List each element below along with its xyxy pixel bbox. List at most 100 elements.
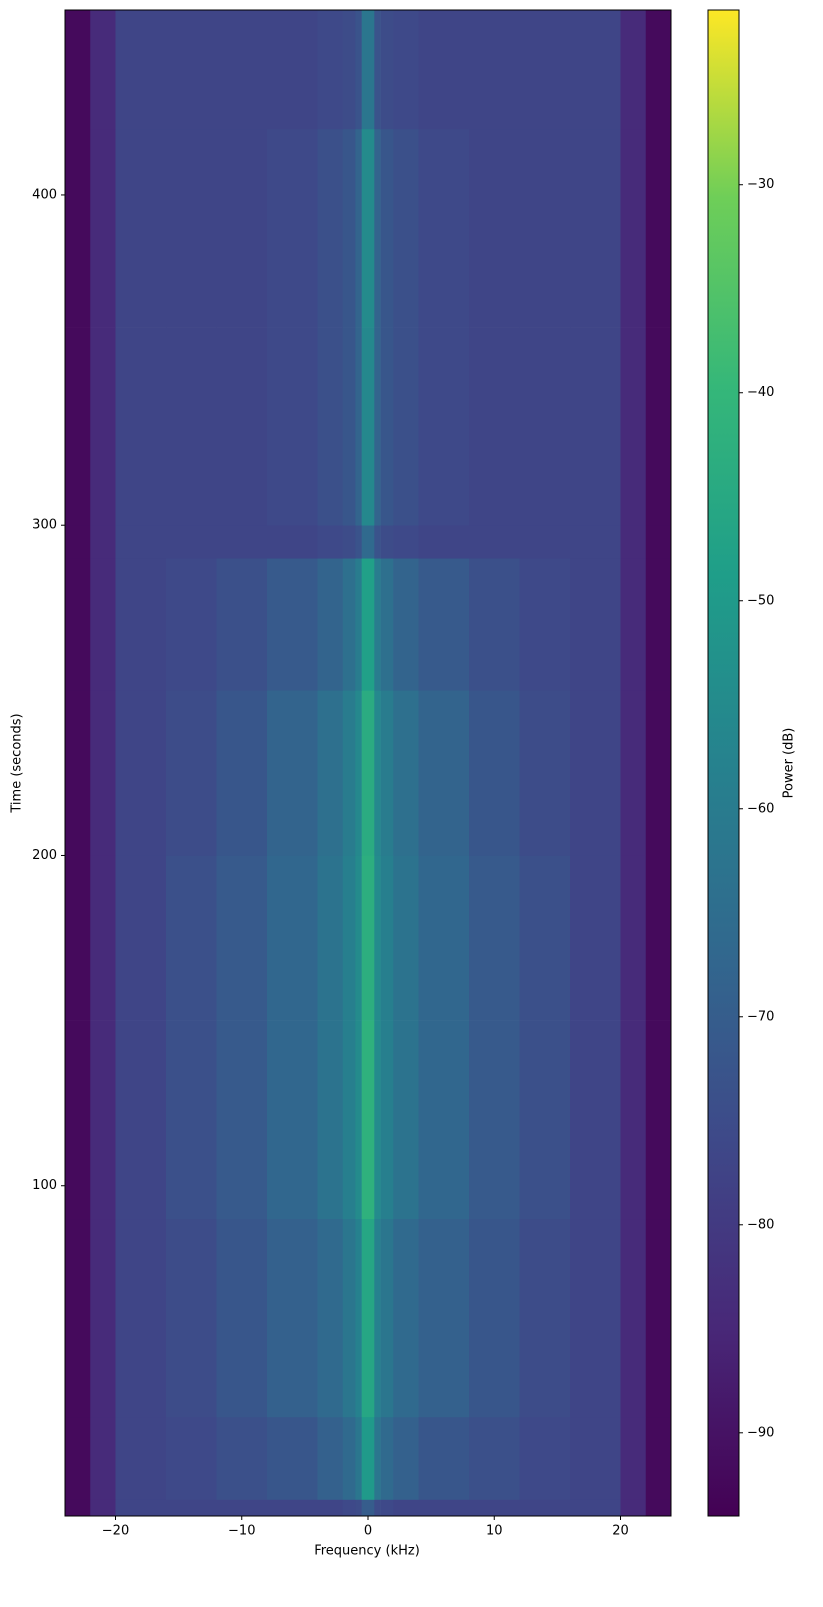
- heatmap-cell: [374, 1020, 381, 1220]
- heatmap-cell: [418, 558, 470, 691]
- heatmap-cell: [393, 128, 419, 328]
- heatmap-cell: [380, 1416, 394, 1500]
- heatmap-cell: [115, 1416, 167, 1500]
- heatmap-cell: [393, 558, 419, 691]
- heatmap-cell: [519, 690, 571, 856]
- heatmap-cell: [620, 1499, 647, 1517]
- heatmap-cell: [620, 1416, 647, 1500]
- heatmap-cell: [380, 1218, 394, 1418]
- heatmap-cell: [317, 10, 344, 130]
- heatmap-cell: [317, 558, 344, 691]
- colorbar-tick-label: −90: [747, 1425, 774, 1440]
- heatmap-cell: [90, 128, 116, 328]
- heatmap-cell: [355, 1499, 362, 1517]
- heatmap-cell: [317, 525, 344, 559]
- heatmap-cell: [90, 1218, 116, 1418]
- heatmap-cell: [393, 1416, 419, 1500]
- heatmap-cell: [620, 855, 647, 1021]
- heatmap-cell: [65, 1218, 91, 1418]
- heatmap-cell: [115, 128, 167, 328]
- heatmap-cell: [317, 1499, 344, 1517]
- heatmap-cell: [361, 1416, 375, 1500]
- heatmap-cell: [65, 128, 91, 328]
- colorbar-tick-label: −40: [747, 385, 774, 400]
- heatmap-cell: [267, 1218, 318, 1418]
- heatmap-cell: [380, 690, 394, 856]
- heatmap-cell: [393, 10, 419, 130]
- heatmap-cell: [216, 855, 268, 1021]
- heatmap-cell: [317, 1218, 344, 1418]
- heatmap-cell: [393, 1020, 419, 1220]
- heatmap-cell: [342, 1218, 356, 1418]
- heatmap-cell: [418, 525, 470, 559]
- heatmap-cell: [267, 525, 318, 559]
- heatmap-cell: [570, 128, 621, 328]
- heatmap-cell: [645, 690, 672, 856]
- x-tick-label: 10: [486, 1524, 503, 1539]
- heatmap-cell: [65, 855, 91, 1021]
- y-tick-label: 200: [32, 848, 57, 863]
- heatmap-cell: [469, 1499, 520, 1517]
- heatmap-cell: [342, 1416, 356, 1500]
- heatmap-cell: [317, 690, 344, 856]
- heatmap-cell: [216, 128, 268, 328]
- heatmap-cell: [355, 10, 362, 130]
- y-tick-label: 400: [32, 187, 57, 202]
- heatmap-cell: [620, 690, 647, 856]
- heatmap-cell: [355, 1416, 362, 1500]
- heatmap-cell: [374, 10, 381, 130]
- heatmap-cell: [361, 10, 375, 130]
- heatmap-cell: [355, 1218, 362, 1418]
- heatmap-cell: [115, 1218, 167, 1418]
- heatmap-cell: [645, 558, 672, 691]
- heatmap-cell: [380, 855, 394, 1021]
- heatmap-cell: [90, 855, 116, 1021]
- heatmap-cell: [317, 1416, 344, 1500]
- y-tick-label: 300: [32, 518, 57, 533]
- heatmap-cell: [216, 1020, 268, 1220]
- heatmap-cell: [115, 327, 167, 526]
- heatmap-cell: [469, 690, 520, 856]
- heatmap-cell: [645, 1416, 672, 1500]
- heatmap-cell: [65, 525, 91, 559]
- heatmap-cell: [393, 855, 419, 1021]
- heatmap-cell: [620, 10, 647, 130]
- heatmap-cell: [166, 10, 217, 130]
- heatmap-cell: [380, 10, 394, 130]
- heatmap-cell: [65, 1499, 91, 1517]
- heatmap-cell: [380, 558, 394, 691]
- heatmap-cell: [393, 1218, 419, 1418]
- heatmap-cell: [166, 525, 217, 559]
- heatmap-cell: [361, 1020, 375, 1220]
- heatmap-cell: [374, 1416, 381, 1500]
- heatmap-cell: [620, 128, 647, 328]
- heatmap-cell: [645, 327, 672, 526]
- heatmap-cell: [267, 10, 318, 130]
- heatmap-cell: [418, 1020, 470, 1220]
- heatmap-cell: [65, 1416, 91, 1500]
- heatmap-cell: [645, 10, 672, 130]
- x-axis-label: Frequency (kHz): [314, 1544, 420, 1559]
- x-tick-label: 20: [612, 1524, 629, 1539]
- heatmap-cell: [267, 690, 318, 856]
- heatmap-cell: [645, 1218, 672, 1418]
- heatmap-cell: [418, 690, 470, 856]
- heatmap-cell: [166, 128, 217, 328]
- colorbar-tick-label: −60: [747, 801, 774, 816]
- heatmap-cell: [355, 855, 362, 1021]
- heatmap-cell: [115, 525, 167, 559]
- heatmap-cell: [620, 1218, 647, 1418]
- heatmap-cell: [216, 525, 268, 559]
- heatmap-cell: [418, 855, 470, 1021]
- heatmap-cell: [645, 128, 672, 328]
- heatmap-cell: [374, 1499, 381, 1517]
- heatmap-cell: [519, 327, 571, 526]
- heatmap-cell: [645, 855, 672, 1021]
- heatmap-cell: [355, 558, 362, 691]
- heatmap-cell: [620, 1020, 647, 1220]
- heatmap-cell: [267, 1416, 318, 1500]
- heatmap-cell: [418, 1416, 470, 1500]
- heatmap-cell: [361, 525, 375, 559]
- heatmap-cell: [380, 1499, 394, 1517]
- heatmap-cell: [267, 327, 318, 526]
